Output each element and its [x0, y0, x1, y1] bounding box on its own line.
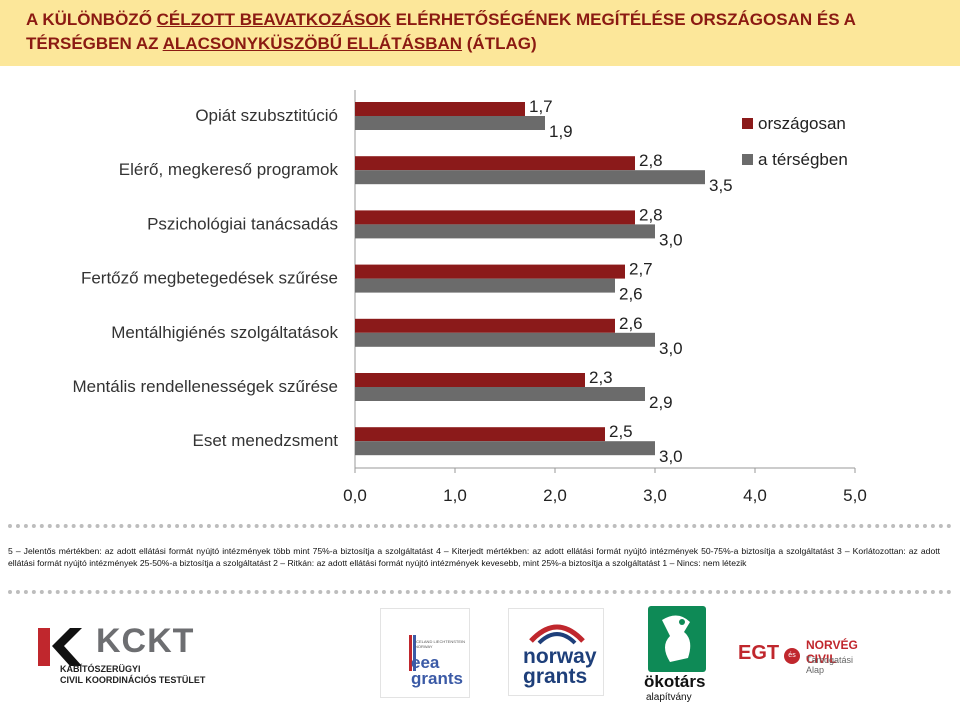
bar-orszagosan — [355, 102, 525, 116]
norway-arc-icon — [529, 624, 585, 645]
bar-tersegben — [355, 224, 655, 239]
egt-es-badge: és — [784, 648, 800, 664]
kckt-mark-icon — [38, 628, 82, 666]
data-label: 3,0 — [659, 230, 683, 249]
kckt-wordmark: KCKT — [96, 622, 195, 660]
data-label: 3,0 — [659, 339, 683, 358]
data-label: 2,5 — [609, 422, 633, 441]
bar-tersegben — [355, 332, 655, 347]
okotars-mark — [648, 606, 706, 672]
kckt-logo: KCKT KÁBÍTÓSZERÜGYI CIVIL KOORDINÁCIÓS T… — [36, 620, 236, 690]
okotars-logo: ökotárs alapítvány — [642, 604, 712, 704]
norway-word-2: grants — [523, 665, 588, 688]
category-label: Fertőző megbetegedések szűrése — [81, 269, 338, 288]
category-label: Pszichológiai tanácsadás — [147, 214, 338, 233]
eea-countries: ICELAND LIECHTENSTEIN NORWAY — [415, 639, 466, 649]
egt-norveg-civil-logo: EGT és NORVÉG CIVIL Támogatási Alap — [734, 626, 870, 675]
title-part-3: ELÉRHETŐSÉGÉNEK MEGÍTÉLÉSE ORSZÁGOSAN ÉS… — [26, 10, 856, 53]
kckt-subtitle-2: CIVIL KOORDINÁCIÓS TESTÜLET — [60, 675, 206, 685]
title-band — [0, 0, 960, 66]
category-label: Eset menedzsment — [192, 431, 338, 450]
data-label: 1,7 — [529, 97, 553, 116]
data-label: 1,9 — [549, 122, 573, 141]
bar-orszagosan — [355, 427, 605, 442]
divider-dotted-bottom — [8, 590, 952, 594]
divider-dotted-top — [8, 524, 952, 528]
x-tick-label: 2,0 — [543, 486, 567, 505]
eea-wordmark: eea grants — [411, 653, 463, 688]
egt-norveg-civil: NORVÉG CIVIL — [806, 638, 858, 666]
eea-grants-logo: ICELAND LIECHTENSTEIN NORWAY eea grants — [380, 608, 470, 698]
bar-tersegben — [355, 170, 705, 185]
bar-tersegben — [355, 278, 615, 293]
bar-tersegben — [355, 116, 545, 130]
bar-tersegben — [355, 387, 645, 401]
data-label: 2,6 — [619, 285, 643, 304]
x-tick-label: 4,0 — [743, 486, 767, 505]
norway-word-1: norway — [523, 645, 597, 668]
legend-label: a térségben — [758, 150, 848, 169]
category-label: Mentális rendellenességek szűrése — [72, 377, 338, 396]
data-label: 2,8 — [639, 205, 663, 224]
title-part-2: CÉLZOTT BEAVATKOZÁSOK — [156, 10, 391, 29]
data-label: 2,6 — [619, 314, 643, 333]
x-tick-label: 0,0 — [343, 486, 367, 505]
x-tick-label: 3,0 — [643, 486, 667, 505]
legend-label: országosan — [758, 114, 846, 133]
eea-word-2: grants — [411, 669, 463, 688]
bar-chart: Opiát szubsztitúció 1,7 1,9 Elérő, megkeres… — [72, 90, 867, 505]
kckt-subtitle-1: KÁBÍTÓSZERÜGYI — [60, 664, 141, 674]
data-label: 3,5 — [709, 176, 733, 195]
bar-orszagosan — [355, 264, 625, 279]
data-label: 2,8 — [639, 151, 663, 170]
title-part-4: ALACSONYKÜSZÖBŰ ELLÁTÁSBAN — [162, 34, 463, 53]
data-label: 3,0 — [659, 447, 683, 466]
bird-icon — [662, 615, 691, 662]
category-label: Elérő, megkereső programok — [119, 160, 339, 179]
x-tick-label: 5,0 — [843, 486, 867, 505]
title-part-5: (ÁTLAG) — [462, 34, 537, 53]
bar-orszagosan — [355, 318, 615, 333]
okotars-wordmark: ökotárs — [644, 672, 706, 691]
eea-flag-icon — [409, 635, 416, 671]
x-tick-label: 1,0 — [443, 486, 467, 505]
egt-tamogatasi-alap: Támogatási Alap — [806, 655, 854, 675]
egt-wordmark: EGT — [738, 642, 780, 664]
norway-wordmark: norway grants — [523, 645, 597, 688]
bar-orszagosan — [355, 156, 635, 171]
bar-tersegben — [355, 441, 655, 456]
eea-word-1: eea — [411, 653, 440, 672]
data-label: 2,9 — [649, 393, 673, 412]
bar-orszagosan — [355, 373, 585, 387]
chart-title: A KÜLÖNBÖZŐ CÉLZOTT BEAVATKOZÁSOK ELÉRHE… — [26, 8, 936, 56]
category-label: Opiát szubsztitúció — [195, 106, 338, 125]
legend-swatch — [742, 118, 753, 129]
norway-grants-logo: norway grants — [508, 608, 604, 696]
okotars-subtitle: alapítvány — [646, 692, 692, 703]
scale-note: 5 – Jelentős mértékben: az adott ellátás… — [8, 546, 940, 568]
data-label: 2,7 — [629, 260, 653, 279]
data-label: 2,3 — [589, 368, 613, 387]
bar-orszagosan — [355, 210, 635, 225]
category-label: Mentálhigiénés szolgáltatások — [111, 323, 338, 342]
title-part-1: A KÜLÖNBÖZŐ — [26, 10, 157, 29]
legend-swatch — [742, 154, 753, 165]
